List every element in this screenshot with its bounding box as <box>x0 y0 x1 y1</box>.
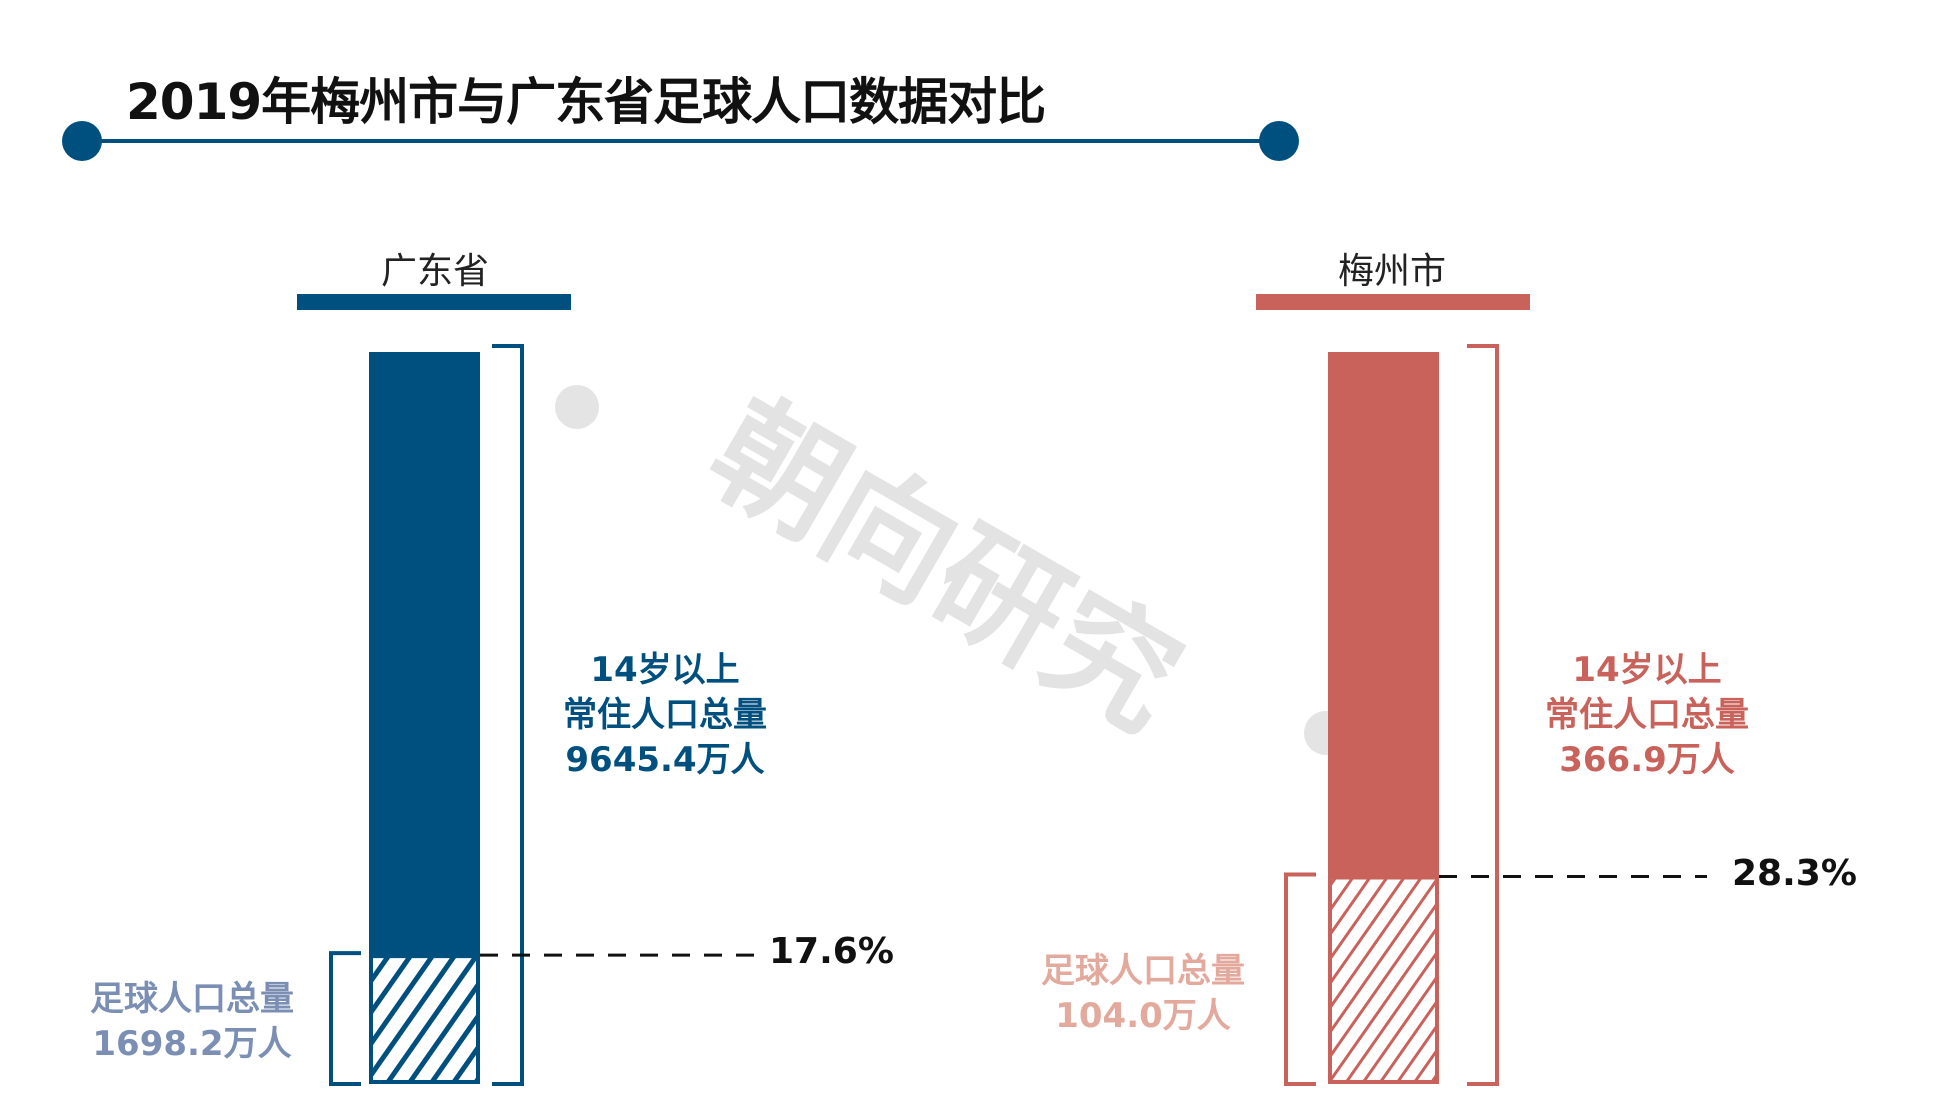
bracket-football-meizhou <box>1284 872 1316 1086</box>
football-label-guangdong: 足球人口总量 1698.2万人 <box>90 977 294 1067</box>
total-label-line: 14岁以上 <box>1572 650 1722 690</box>
total-label-meizhou: 14岁以上 常住人口总量 366.9万人 <box>1545 648 1749 783</box>
page-title: 2019年梅州市与广东省足球人口数据对比 <box>126 73 1046 131</box>
percent-label-meizhou: 28.3% <box>1732 852 1857 894</box>
total-value: 366.9万人 <box>1559 740 1735 780</box>
total-label-line: 常住人口总量 <box>1545 695 1749 735</box>
bar-total-meizhou <box>1328 352 1439 877</box>
watermark-dot <box>555 385 599 429</box>
total-label-guangdong: 14岁以上 常住人口总量 9645.4万人 <box>563 648 767 783</box>
percent-label-guangdong: 17.6% <box>769 931 894 973</box>
total-value: 9645.4万人 <box>565 740 765 780</box>
bracket-total-meizhou <box>1467 344 1499 1086</box>
football-label-line: 足球人口总量 <box>1041 951 1245 991</box>
legend-bar-meizhou <box>1256 294 1530 310</box>
football-value: 104.0万人 <box>1055 996 1231 1036</box>
total-label-line: 14岁以上 <box>590 650 740 690</box>
bracket-total-guangdong <box>492 344 524 1086</box>
total-label-line: 常住人口总量 <box>563 695 767 735</box>
category-label-meizhou: 梅州市 <box>1337 251 1447 292</box>
legend-bar-guangdong <box>297 294 571 310</box>
bar-football-guangdong <box>369 954 480 1085</box>
bar-total-guangdong <box>369 352 480 956</box>
bracket-football-guangdong <box>329 951 361 1086</box>
category-label-guangdong: 广东省 <box>380 251 490 292</box>
football-label-meizhou: 足球人口总量 104.0万人 <box>1041 949 1245 1039</box>
football-label-line: 足球人口总量 <box>90 979 294 1019</box>
title-underline <box>62 121 1299 161</box>
bar-football-meizhou <box>1328 875 1439 1084</box>
football-value: 1698.2万人 <box>92 1024 292 1064</box>
